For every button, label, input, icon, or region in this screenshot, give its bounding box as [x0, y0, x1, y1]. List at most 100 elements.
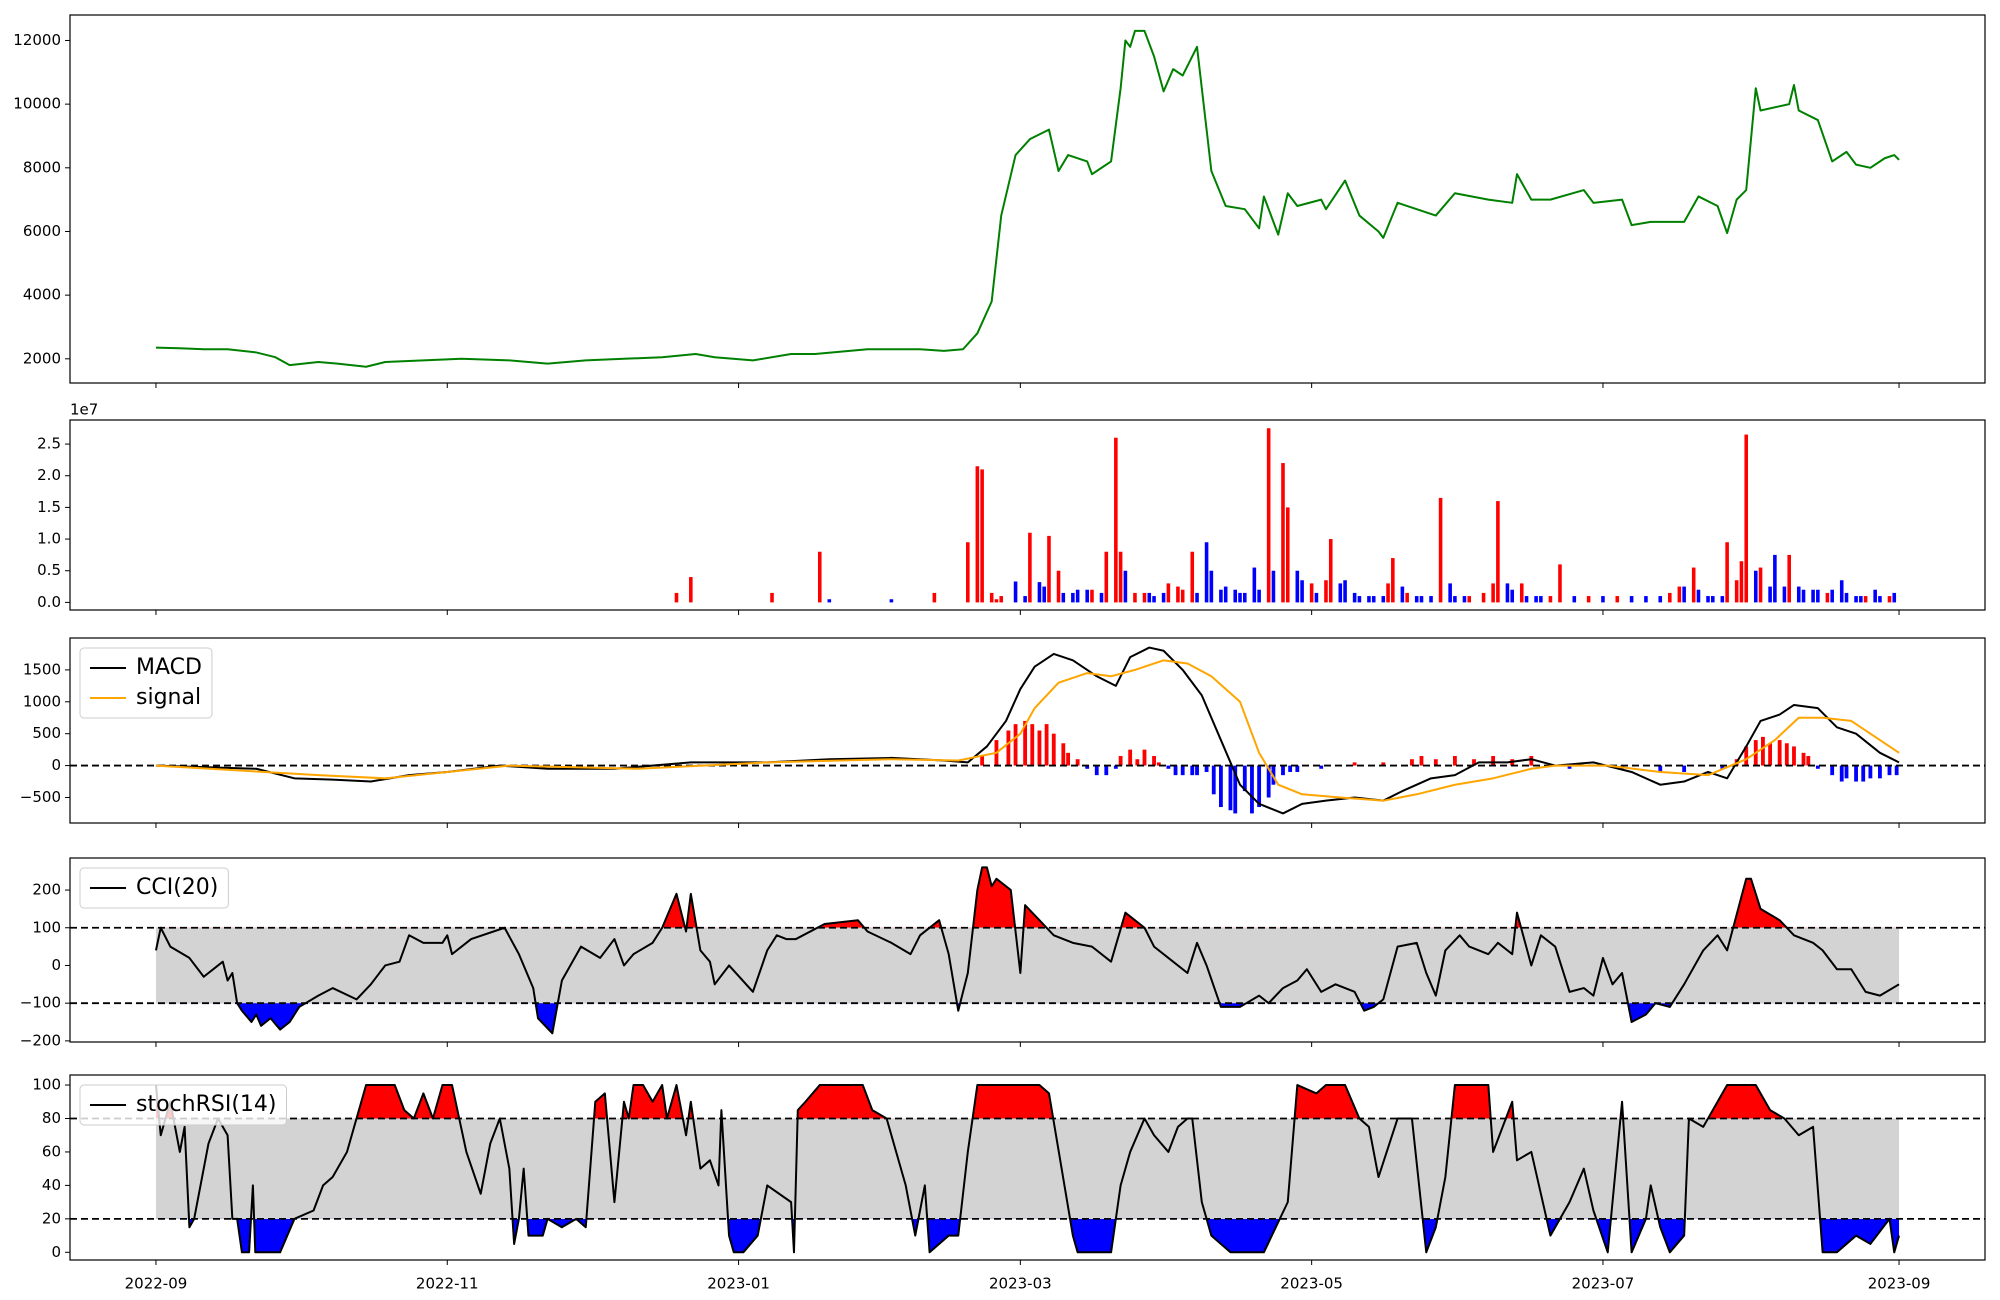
bar — [1739, 561, 1744, 603]
histogram-bar — [1830, 765, 1835, 776]
histogram-bar — [1190, 765, 1195, 776]
y-tick-label: 500 — [32, 724, 61, 742]
bar — [1496, 501, 1500, 603]
histogram-bar — [1030, 724, 1035, 766]
y-tick-label: 0 — [51, 956, 61, 974]
bar — [827, 599, 832, 603]
histogram-bar — [1295, 765, 1300, 772]
histogram-bar — [1061, 743, 1066, 766]
y-tick-label: 6000 — [23, 222, 61, 240]
bar — [674, 592, 679, 603]
bar — [1524, 596, 1529, 603]
y-tick-label: 1.5 — [37, 498, 61, 516]
bar — [1176, 586, 1180, 603]
plot-area — [674, 428, 1897, 603]
band-fill — [155, 1118, 1900, 1219]
bar — [1037, 582, 1042, 603]
bar — [1668, 592, 1672, 603]
series-line — [154, 1084, 1901, 1254]
bar — [1195, 592, 1199, 603]
bar — [1285, 507, 1290, 603]
histogram-bar — [1156, 762, 1161, 766]
bar — [1491, 583, 1495, 603]
histogram-bar — [1844, 765, 1849, 779]
bar — [975, 466, 980, 603]
series-line — [155, 646, 1900, 815]
y-tick-label: 12000 — [13, 31, 61, 49]
legend-box — [79, 1084, 287, 1126]
bar — [1104, 551, 1109, 603]
histogram-bar — [1023, 720, 1028, 766]
histogram-bar — [1854, 765, 1858, 782]
histogram-bar — [1044, 724, 1049, 766]
histogram-bar — [1128, 749, 1133, 766]
y-tick-label: 0 — [51, 1243, 61, 1261]
bar — [1438, 497, 1443, 603]
histogram-bar — [1784, 743, 1789, 766]
bar — [1219, 589, 1223, 603]
bar — [1782, 586, 1787, 603]
bar — [1295, 570, 1300, 603]
x-tick-label: 2023-05 — [1280, 1275, 1343, 1293]
bar — [770, 592, 774, 603]
histogram-bar — [1744, 746, 1749, 766]
y-tick-label: 2000 — [23, 349, 61, 367]
legend: MACD signal — [79, 647, 213, 719]
histogram-bar — [1868, 765, 1873, 779]
legend: CCI(20) — [79, 867, 229, 909]
histogram-bar — [1792, 746, 1796, 766]
histogram-bar — [1066, 752, 1071, 766]
bar — [1405, 592, 1409, 603]
bar — [1510, 589, 1515, 603]
histogram-bar — [1288, 765, 1293, 772]
histogram-bar — [1142, 749, 1147, 766]
bar — [1056, 570, 1061, 603]
histogram-bar — [1682, 765, 1687, 772]
bar — [1252, 567, 1257, 603]
bar — [1586, 596, 1591, 603]
bar — [1142, 592, 1147, 603]
histogram-bar — [1761, 736, 1765, 766]
bar — [1075, 589, 1080, 603]
series-line — [155, 659, 1900, 802]
bar — [1682, 586, 1686, 603]
histogram-bar — [1037, 730, 1042, 766]
bar — [1796, 586, 1801, 603]
bar — [1677, 586, 1682, 603]
y-tick-label: 0 — [51, 756, 61, 774]
histogram-bar — [1233, 765, 1238, 814]
overbought-fill — [155, 867, 1900, 928]
histogram-bar — [1051, 733, 1056, 766]
bar — [1152, 596, 1156, 603]
bar — [1233, 589, 1238, 603]
bar — [817, 551, 822, 603]
bar — [1414, 596, 1419, 603]
histogram-bar — [1257, 765, 1262, 808]
legend-box — [79, 647, 213, 719]
bar — [1061, 592, 1066, 603]
y-tick-label: 1500 — [23, 660, 61, 678]
y-tick-label: −500 — [20, 788, 61, 806]
bar — [980, 469, 984, 603]
bar — [1816, 589, 1820, 603]
bar — [1028, 532, 1032, 603]
histogram-bar — [1204, 765, 1209, 772]
histogram-bar — [1152, 756, 1156, 766]
bar — [1448, 583, 1452, 603]
bar — [1519, 583, 1524, 603]
bar — [1758, 567, 1763, 603]
histogram-bar — [1381, 762, 1386, 766]
bar — [1133, 592, 1137, 603]
bar — [1204, 542, 1209, 603]
histogram-bar — [1219, 765, 1223, 808]
bar — [1644, 596, 1648, 603]
y-tick-label: 4000 — [23, 286, 61, 304]
histogram-bar — [1887, 765, 1892, 776]
bar — [889, 599, 894, 603]
histogram-bar — [1242, 765, 1247, 792]
bar — [1371, 596, 1376, 603]
bar — [1863, 596, 1868, 603]
bar — [1309, 583, 1314, 603]
y-tick-label: 100 — [32, 918, 61, 936]
